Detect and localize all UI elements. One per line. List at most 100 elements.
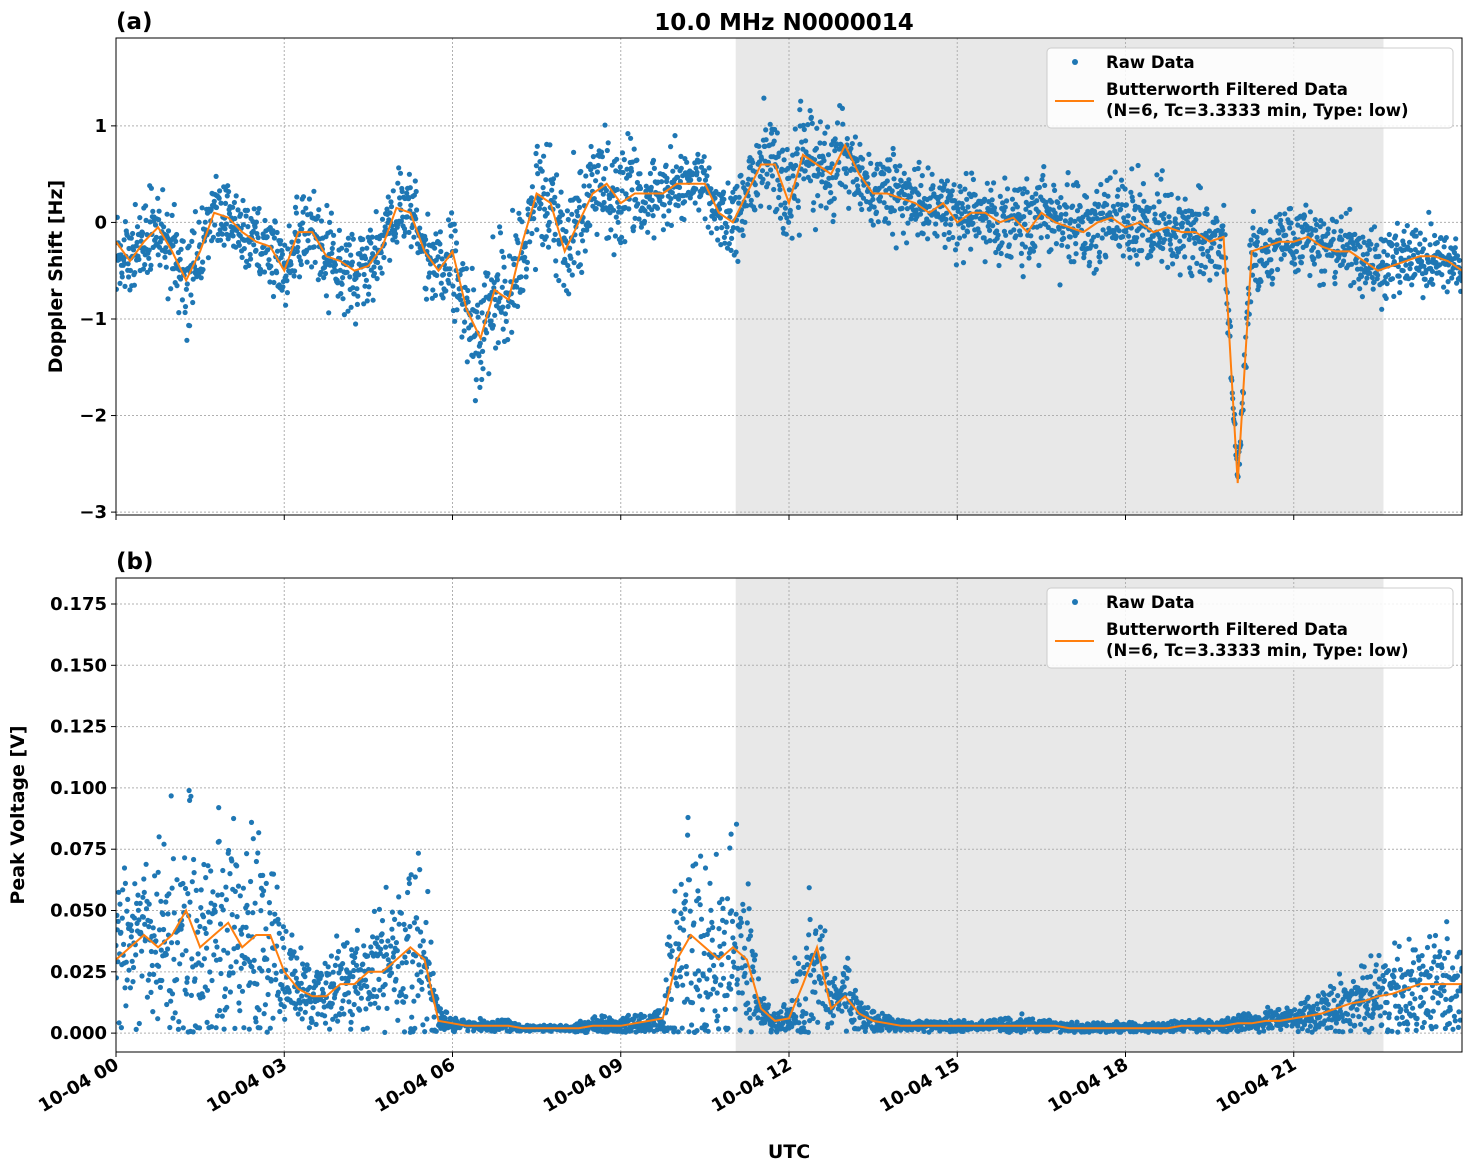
raw-point: [628, 168, 635, 174]
raw-point: [1058, 212, 1064, 218]
raw-point: [671, 908, 677, 914]
raw-point: [399, 991, 405, 998]
raw-point: [571, 149, 577, 155]
raw-point: [889, 188, 895, 194]
raw-point: [1357, 286, 1363, 292]
raw-point: [1013, 233, 1019, 239]
raw-point: [649, 207, 655, 213]
raw-point: [1103, 254, 1109, 260]
raw-point: [174, 283, 180, 289]
raw-point: [432, 245, 438, 251]
raw-point: [388, 204, 395, 210]
raw-point: [299, 993, 305, 999]
raw-point: [415, 850, 421, 856]
raw-point: [714, 990, 720, 996]
raw-point: [1186, 236, 1192, 243]
raw-point: [200, 914, 207, 920]
raw-point: [163, 951, 169, 958]
raw-point: [632, 215, 638, 221]
raw-point: [620, 169, 626, 176]
raw-point: [1002, 204, 1008, 210]
raw-point: [546, 219, 553, 225]
raw-point: [997, 193, 1003, 199]
raw-point: [566, 291, 572, 297]
raw-point: [675, 174, 681, 180]
raw-point: [444, 1009, 450, 1016]
raw-point: [943, 210, 950, 216]
raw-point: [360, 1026, 366, 1032]
raw-point: [384, 1005, 390, 1012]
raw-point: [1338, 214, 1344, 220]
raw-point: [266, 257, 272, 263]
raw-point: [744, 203, 750, 209]
raw-point: [189, 956, 195, 962]
raw-point: [723, 229, 729, 236]
raw-point: [816, 976, 823, 982]
raw-point: [248, 819, 255, 826]
raw-point: [745, 181, 751, 187]
raw-point: [802, 168, 808, 174]
raw-point: [736, 200, 742, 206]
raw-point: [200, 259, 206, 265]
raw-point: [165, 228, 172, 234]
raw-point: [126, 967, 132, 973]
raw-point: [809, 120, 815, 126]
raw-point: [199, 962, 205, 968]
raw-point: [1024, 176, 1030, 182]
raw-point: [637, 171, 643, 177]
raw-point: [720, 975, 727, 981]
raw-point: [202, 925, 208, 932]
raw-point: [698, 916, 705, 922]
raw-point: [1180, 243, 1186, 249]
raw-point: [628, 135, 634, 141]
raw-point: [385, 957, 391, 963]
raw-point: [350, 236, 356, 242]
raw-point: [1316, 253, 1322, 259]
raw-point: [334, 933, 340, 939]
raw-point: [1454, 280, 1460, 286]
raw-point: [812, 979, 818, 985]
raw-point: [281, 1004, 287, 1010]
raw-point: [146, 901, 152, 907]
raw-point: [897, 163, 903, 169]
raw-point: [410, 959, 416, 965]
raw-point: [146, 924, 152, 930]
raw-point: [1117, 243, 1123, 249]
raw-point: [1385, 272, 1391, 278]
raw-point: [406, 171, 412, 177]
raw-point: [1383, 295, 1389, 301]
raw-point: [651, 165, 658, 171]
raw-point: [170, 856, 176, 862]
raw-point: [899, 213, 906, 219]
raw-point: [364, 245, 370, 251]
raw-point: [383, 952, 390, 958]
raw-point: [1291, 255, 1297, 261]
raw-point: [778, 1009, 784, 1015]
raw-point: [709, 919, 715, 926]
raw-point: [706, 165, 712, 171]
raw-point: [419, 986, 425, 992]
raw-point: [1161, 237, 1168, 243]
raw-point: [704, 976, 710, 982]
raw-point: [1332, 274, 1338, 280]
raw-point: [440, 295, 446, 301]
raw-point: [173, 238, 179, 244]
raw-point: [403, 959, 409, 966]
raw-point: [434, 272, 440, 278]
raw-point: [140, 894, 146, 900]
raw-point: [1036, 184, 1042, 190]
raw-point: [346, 999, 352, 1005]
raw-point: [182, 304, 189, 310]
raw-point: [445, 217, 452, 223]
raw-point: [918, 182, 924, 189]
raw-point: [1269, 268, 1275, 274]
raw-point: [681, 216, 687, 223]
raw-point: [925, 165, 931, 171]
raw-point: [339, 245, 345, 251]
raw-point: [641, 1013, 648, 1020]
raw-point: [991, 180, 997, 186]
raw-point: [1166, 219, 1173, 225]
raw-point: [1154, 191, 1160, 197]
raw-point: [666, 208, 672, 214]
raw-point: [248, 256, 254, 262]
